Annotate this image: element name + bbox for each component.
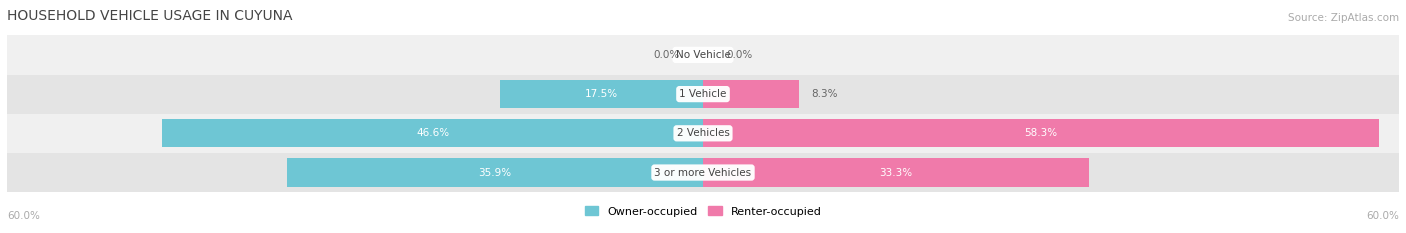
Text: 35.9%: 35.9% (478, 168, 512, 178)
Bar (7, 114, 1399, 153)
Text: 58.3%: 58.3% (1025, 128, 1057, 138)
Text: 60.0%: 60.0% (1367, 211, 1399, 221)
Text: 3 or more Vehicles: 3 or more Vehicles (654, 168, 752, 178)
Text: 1 Vehicle: 1 Vehicle (679, 89, 727, 99)
Bar (501, 80, 703, 108)
Text: 60.0%: 60.0% (7, 211, 39, 221)
Text: 8.3%: 8.3% (811, 89, 838, 99)
Bar (287, 158, 703, 187)
Text: Source: ZipAtlas.com: Source: ZipAtlas.com (1288, 13, 1399, 23)
Text: 2 Vehicles: 2 Vehicles (676, 128, 730, 138)
Text: No Vehicle: No Vehicle (675, 50, 731, 60)
Text: 46.6%: 46.6% (416, 128, 450, 138)
Bar (7, 35, 1399, 75)
Bar (7, 75, 1399, 114)
Legend: Owner-occupied, Renter-occupied: Owner-occupied, Renter-occupied (581, 202, 825, 221)
Bar (703, 158, 1090, 187)
Text: 0.0%: 0.0% (727, 50, 752, 60)
Text: 33.3%: 33.3% (880, 168, 912, 178)
Bar (703, 119, 1379, 147)
Bar (163, 119, 703, 147)
Text: HOUSEHOLD VEHICLE USAGE IN CUYUNA: HOUSEHOLD VEHICLE USAGE IN CUYUNA (7, 9, 292, 23)
Bar (703, 80, 799, 108)
Text: 17.5%: 17.5% (585, 89, 619, 99)
Bar (7, 153, 1399, 192)
Text: 0.0%: 0.0% (654, 50, 679, 60)
